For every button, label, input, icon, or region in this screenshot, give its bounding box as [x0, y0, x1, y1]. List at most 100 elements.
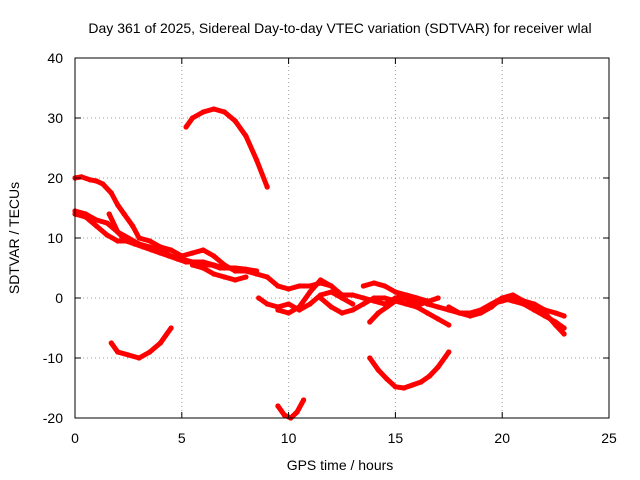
data-point — [435, 364, 441, 370]
data-point — [183, 124, 189, 130]
data-point — [307, 289, 313, 295]
y-tick-label: 10 — [47, 230, 63, 246]
data-point — [264, 274, 270, 280]
data-point — [499, 298, 505, 304]
data-point — [488, 301, 495, 307]
data-point — [232, 118, 238, 124]
data-point — [243, 274, 249, 280]
data-point — [108, 340, 114, 346]
data-point — [286, 286, 292, 292]
data-point — [221, 262, 228, 268]
data-point — [446, 304, 452, 310]
data-point — [136, 355, 142, 361]
data-point — [106, 211, 112, 217]
data-point — [115, 349, 121, 355]
data-point — [200, 247, 206, 253]
data-point — [100, 181, 106, 187]
y-tick-label: -20 — [43, 410, 63, 426]
data-point — [414, 295, 420, 301]
data-point — [115, 229, 121, 235]
data-point — [403, 301, 409, 307]
data-point — [521, 298, 527, 304]
data-point — [232, 268, 238, 274]
x-tick-label: 10 — [281, 430, 297, 446]
data-point — [371, 280, 377, 286]
data-point — [542, 307, 548, 313]
data-point — [427, 298, 433, 304]
data-point — [189, 115, 196, 121]
data-point — [78, 174, 84, 180]
data-point — [200, 109, 206, 115]
data-point — [123, 238, 129, 244]
data-point — [401, 385, 407, 391]
data-point — [211, 271, 217, 277]
data-point — [189, 250, 196, 256]
data-point — [281, 412, 287, 418]
data-point — [350, 292, 356, 298]
data-point — [367, 319, 373, 325]
data-point — [168, 247, 174, 253]
data-point — [115, 202, 121, 208]
x-tick-label: 20 — [494, 430, 510, 446]
data-point — [200, 265, 206, 271]
data-point — [350, 301, 356, 307]
data-point — [217, 265, 223, 271]
data-point — [414, 304, 420, 310]
data-point — [350, 307, 356, 313]
data-point — [392, 384, 398, 390]
data-point — [149, 247, 155, 253]
data-point — [301, 397, 307, 403]
data-point — [174, 256, 181, 262]
series-arc-p — [367, 349, 452, 391]
data-point — [435, 295, 441, 301]
data-point — [132, 241, 138, 247]
x-axis-label: GPS time / hours — [287, 457, 394, 473]
data-point — [104, 232, 110, 238]
data-point — [318, 277, 324, 283]
data-point — [286, 310, 292, 316]
data-point — [140, 244, 146, 250]
data-point — [157, 250, 163, 256]
axis-ticks: 0 5 10 15 20 25 -20 -10 0 10 20 30 40 — [43, 50, 617, 446]
data-point — [435, 304, 441, 310]
data-point — [136, 235, 142, 241]
data-point — [553, 322, 559, 328]
data-point — [371, 295, 377, 301]
data-point — [254, 157, 260, 163]
data-point — [115, 238, 121, 244]
data-point — [104, 220, 110, 226]
y-tick-label: 30 — [47, 110, 63, 126]
data-point — [147, 238, 153, 244]
data-point — [294, 409, 300, 415]
data-point — [296, 283, 302, 289]
data-series — [72, 106, 567, 421]
data-point — [83, 214, 89, 220]
data-point — [157, 244, 163, 250]
data-point — [392, 298, 398, 304]
data-point — [446, 322, 452, 328]
x-tick-label: 25 — [601, 430, 617, 446]
data-point — [360, 301, 366, 307]
data-point — [256, 295, 262, 301]
data-point — [166, 253, 172, 259]
data-point — [275, 283, 281, 289]
data-point — [339, 310, 345, 316]
data-point — [328, 304, 334, 310]
y-tick-label: -10 — [43, 350, 63, 366]
data-point — [147, 349, 153, 355]
data-point — [93, 223, 99, 229]
data-point — [510, 295, 516, 301]
x-tick-label: 0 — [71, 430, 79, 446]
data-point — [243, 133, 249, 139]
data-point — [478, 307, 484, 313]
data-point — [446, 349, 452, 355]
data-point — [318, 295, 324, 301]
data-point — [183, 259, 189, 265]
data-point — [384, 376, 390, 382]
data-point — [211, 253, 217, 259]
data-point — [87, 177, 93, 183]
data-point — [296, 304, 302, 310]
data-point — [264, 184, 270, 190]
data-point — [328, 283, 334, 289]
data-point — [130, 223, 136, 229]
